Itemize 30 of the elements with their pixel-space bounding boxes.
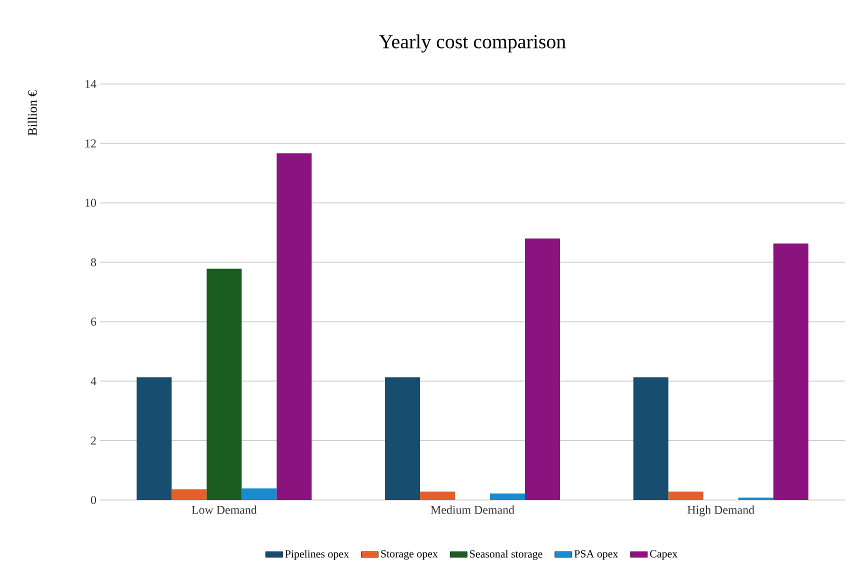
y-tick-label: 2: [91, 436, 96, 445]
y-tick-label: 14: [86, 80, 96, 88]
bar: [206, 268, 242, 500]
bar: [773, 244, 808, 500]
bar: [525, 238, 560, 500]
y-tick-label: 8: [90, 258, 96, 266]
x-tick-label: Low Demand: [192, 506, 257, 514]
y-tick-label: 6: [91, 318, 96, 326]
bar: [136, 377, 172, 500]
legend-label: Seasonal storage: [470, 550, 542, 560]
bar: [276, 153, 312, 500]
y-tick-label: 0: [90, 496, 96, 504]
bar: [242, 488, 277, 500]
y-tick-label: 10: [86, 198, 96, 207]
legend-label: Pipelines opex: [285, 550, 349, 560]
y-tick-label: 12: [86, 139, 96, 148]
bar: [172, 489, 207, 500]
bar: [420, 492, 456, 500]
bar: [490, 493, 526, 500]
y-axis-title: Billion €: [28, 90, 37, 136]
bar: [385, 377, 420, 500]
legend-label: PSA opex: [574, 550, 618, 560]
bar: [668, 492, 704, 500]
legend-label: Capex: [650, 550, 678, 560]
x-tick-label: High Demand: [687, 506, 754, 516]
x-tick-label: Medium Demand: [430, 506, 514, 514]
y-tick-label: 4: [90, 377, 96, 386]
legend-label: Storage opex: [381, 550, 438, 560]
chart-title: Yearly cost comparison: [379, 34, 566, 52]
bar: [633, 377, 668, 500]
